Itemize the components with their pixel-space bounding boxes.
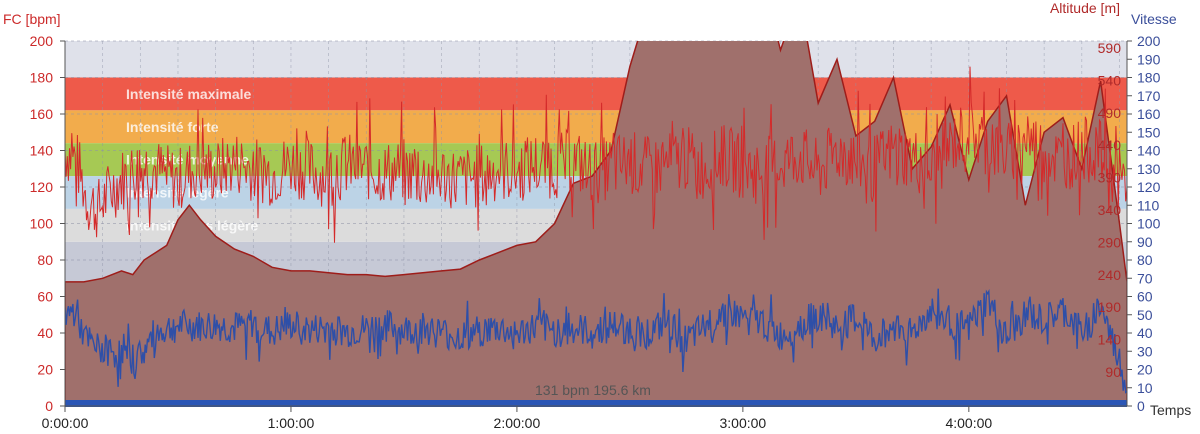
altitude-tick-label: 490 <box>1098 105 1122 121</box>
left-tick-label: 0 <box>45 398 53 414</box>
left-tick-label: 140 <box>30 143 54 159</box>
altitude-tick-label: 390 <box>1098 170 1122 186</box>
time-tick-label: 1:00:00 <box>268 415 315 431</box>
left-tick-label: 20 <box>37 362 53 378</box>
speed-tick-label: 130 <box>1137 161 1161 177</box>
left-axis-label: FC [bpm] <box>3 11 61 27</box>
base-bar <box>65 400 1127 407</box>
heart-rate-line <box>65 66 1127 243</box>
speed-tick-label: 90 <box>1137 234 1153 250</box>
speed-tick-label: 80 <box>1137 252 1153 268</box>
chart-annotation: 131 bpm 195.6 km <box>535 382 651 398</box>
speed-tick-label: 100 <box>1137 216 1161 232</box>
altitude-tick-label: 290 <box>1098 234 1122 250</box>
left-tick-label: 160 <box>30 106 54 122</box>
speed-axis-label: Vitesse <box>1131 11 1177 27</box>
speed-tick-label: 120 <box>1137 179 1161 195</box>
speed-tick-label: 140 <box>1137 143 1161 159</box>
altitude-tick-label: 540 <box>1098 72 1122 88</box>
time-tick-label: 2:00:00 <box>494 415 541 431</box>
left-tick-label: 100 <box>30 216 54 232</box>
plot-top-bg <box>65 41 1127 78</box>
speed-tick-label: 0 <box>1137 398 1145 414</box>
speed-tick-label: 10 <box>1137 380 1153 396</box>
time-axis-label: Temps <box>1150 402 1191 418</box>
left-tick-label: 40 <box>37 325 53 341</box>
altitude-tick-label: 590 <box>1098 40 1122 56</box>
altitude-tick-label: 240 <box>1098 267 1122 283</box>
left-tick-label: 120 <box>30 179 54 195</box>
speed-tick-label: 30 <box>1137 343 1153 359</box>
speed-tick-label: 110 <box>1137 197 1160 213</box>
time-tick-label: 4:00:00 <box>945 415 992 431</box>
speed-tick-label: 40 <box>1137 325 1153 341</box>
left-tick-label: 180 <box>30 70 54 86</box>
speed-tick-label: 20 <box>1137 362 1153 378</box>
speed-tick-label: 160 <box>1137 106 1161 122</box>
zone-label: Intensité forte <box>126 119 219 135</box>
speed-tick-label: 170 <box>1137 88 1161 104</box>
speed-tick-label: 70 <box>1137 270 1153 286</box>
base-bar-rect <box>65 400 1127 407</box>
left-tick-label: 80 <box>37 252 53 268</box>
speed-line <box>65 288 1127 394</box>
left-tick-label: 200 <box>30 33 54 49</box>
zone-label: Intensité maximale <box>126 86 251 102</box>
axes: 0 20 40 60 80 100 120 140 160 180 200 0 10 20 30 40 50 60… <box>30 33 1161 431</box>
speed-tick-label: 180 <box>1137 70 1161 86</box>
time-tick-label: 3:00:00 <box>720 415 767 431</box>
speed-tick-label: 200 <box>1137 33 1161 49</box>
altitude-tick-label: 440 <box>1098 137 1122 153</box>
series-lines <box>65 66 1127 394</box>
time-tick-label: 0:00:00 <box>42 415 89 431</box>
altitude-axis-label: Altitude [m] <box>1050 0 1120 16</box>
altitude-tick-label: 140 <box>1098 332 1122 348</box>
altitude-tick-label: 340 <box>1098 202 1122 218</box>
altitude-tick-label: 90 <box>1105 364 1121 380</box>
speed-tick-label: 50 <box>1137 307 1153 323</box>
left-tick-label: 60 <box>37 289 53 305</box>
speed-tick-label: 150 <box>1137 124 1161 140</box>
speed-tick-label: 190 <box>1137 51 1161 67</box>
speed-tick-label: 60 <box>1137 289 1153 305</box>
altitude-tick-label: 190 <box>1098 299 1122 315</box>
